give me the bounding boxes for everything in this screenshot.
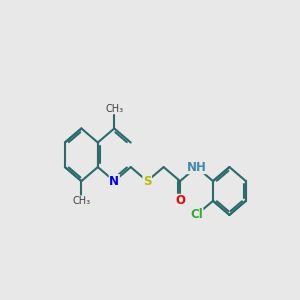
Text: NH: NH (187, 160, 206, 174)
Text: O: O (175, 194, 185, 207)
Text: Cl: Cl (190, 208, 203, 221)
Text: CH₃: CH₃ (105, 104, 123, 114)
Text: N: N (109, 175, 119, 188)
Text: S: S (143, 175, 152, 188)
Text: CH₃: CH₃ (72, 196, 90, 206)
